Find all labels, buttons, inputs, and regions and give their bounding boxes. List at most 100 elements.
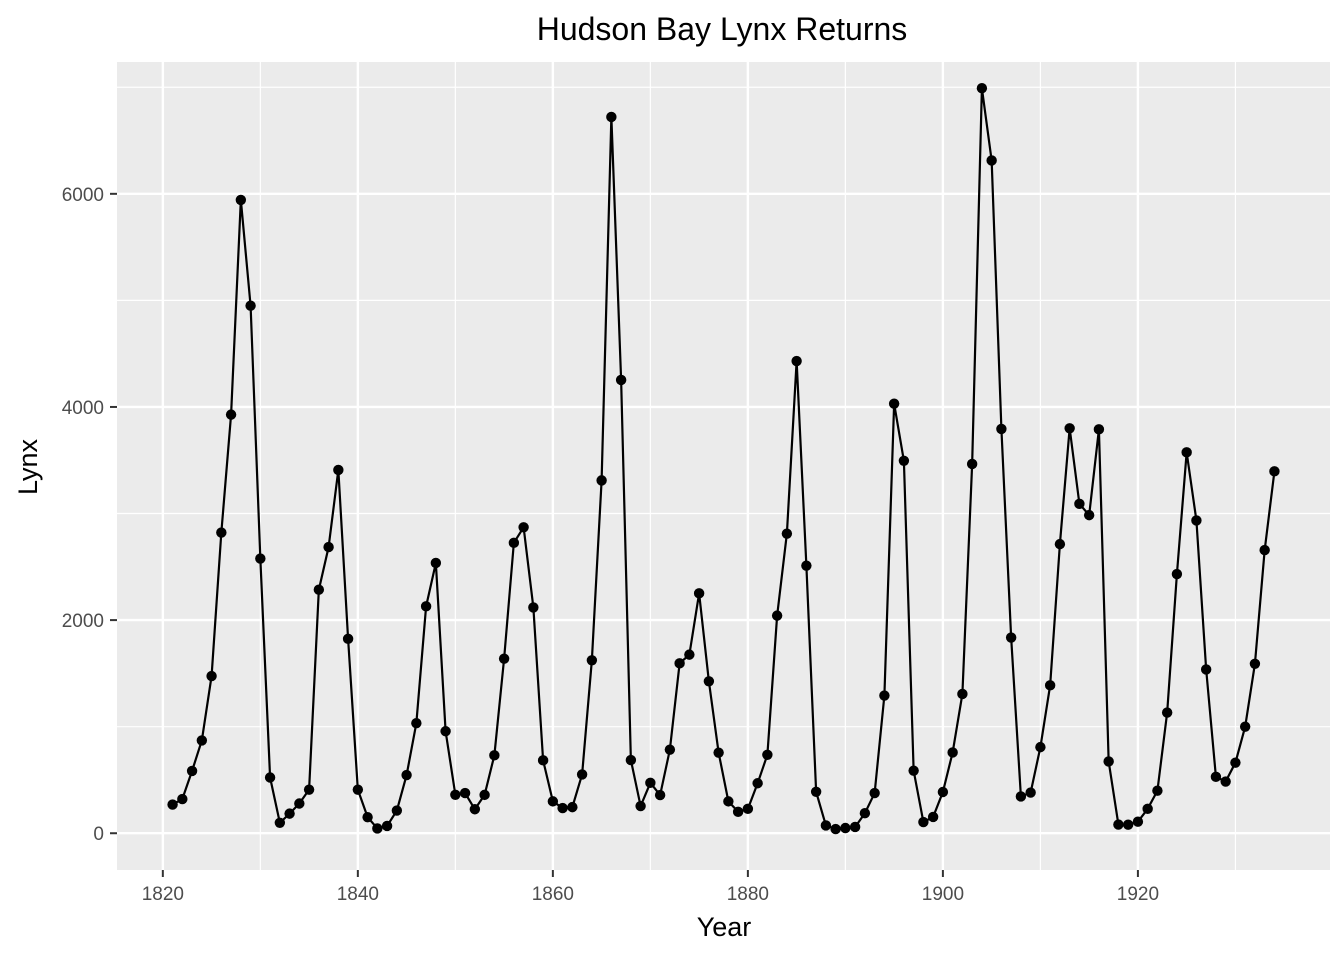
data-point [586,655,598,666]
data-point [225,409,237,420]
data-point [1132,816,1144,827]
data-point [576,769,588,780]
data-point [1142,803,1153,815]
minor-gridlines [117,62,1330,870]
data-point [606,111,617,123]
data-point [1044,680,1056,691]
data-point [723,796,734,807]
data-point [1152,785,1163,796]
data-point [918,816,929,828]
data-point [1015,791,1027,802]
data-point [469,804,481,815]
data-point [459,787,471,799]
data-point [1269,466,1280,477]
data-point [654,789,666,801]
data-point [567,801,578,813]
data-point [625,754,637,766]
data-point [810,786,822,797]
x-axis: 1820 1840 1860 1880 1900 1920 [142,870,1159,905]
data-point [206,670,217,682]
data-point [1259,544,1270,556]
data-point [1230,757,1241,768]
data-point [547,796,559,807]
y-tick-label: 2000 [62,611,104,632]
data-point [557,802,568,814]
data-point [352,784,364,795]
data-point [255,553,266,564]
data-point [186,765,198,777]
data-point [830,823,841,835]
data-point [908,765,919,776]
data-point [1220,776,1231,787]
data-point [498,653,510,664]
data-point [235,194,247,206]
data-point [596,475,607,486]
data-point [1103,756,1114,767]
data-point [801,560,812,571]
data-point [1064,423,1075,434]
data-point [684,649,695,660]
x-tick-label: 1880 [727,884,769,905]
data-point [771,610,783,621]
data-point [391,805,403,816]
data-point [430,557,442,569]
data-point [323,541,334,553]
data-point [216,527,227,538]
data-point [1249,658,1261,669]
data-point [1054,538,1066,550]
data-point [1113,819,1124,830]
data-point [996,423,1007,435]
data-point [664,744,676,755]
data-point [937,786,949,798]
y-axis-title: Lynx [13,438,43,495]
data-point [245,300,256,311]
data-point [966,458,978,470]
data-point [1074,498,1085,510]
series-layer [167,83,1280,835]
data-point [742,803,754,815]
data-point [898,455,910,466]
data-point [1093,424,1105,435]
data-point [1210,771,1222,783]
data-point [615,374,627,386]
data-point [879,690,890,701]
data-point [693,588,705,599]
data-point [957,688,968,700]
data-point [859,807,871,819]
x-tick-label: 1860 [532,884,574,905]
data-point [411,717,422,729]
data-point [849,821,861,833]
data-point [294,798,305,809]
x-tick-label: 1840 [337,884,379,905]
data-point [381,820,393,832]
data-point [820,820,832,831]
data-point [274,817,286,828]
data-point [976,83,988,94]
x-axis-title: Year [697,912,752,942]
data-point [518,522,529,533]
y-tick-label: 0 [93,824,104,845]
data-point [362,811,373,823]
data-point [177,793,188,805]
data-point [333,464,344,476]
x-tick-label: 1820 [142,884,184,905]
data-point [1239,721,1251,732]
y-tick-label: 6000 [62,185,104,206]
data-point [264,772,276,783]
data-point [1035,741,1046,753]
data-point [372,823,383,834]
data-point [1005,632,1017,643]
data-point [645,777,656,789]
data-point [1200,664,1212,675]
data-point [167,799,178,810]
data-point [869,787,880,799]
y-axis: 0 2000 4000 6000 [62,185,117,845]
data-point [420,601,432,612]
plot-panel [117,62,1330,870]
data-point [401,769,412,781]
data-point [284,808,295,819]
data-point [440,726,451,737]
data-point [1181,447,1192,458]
